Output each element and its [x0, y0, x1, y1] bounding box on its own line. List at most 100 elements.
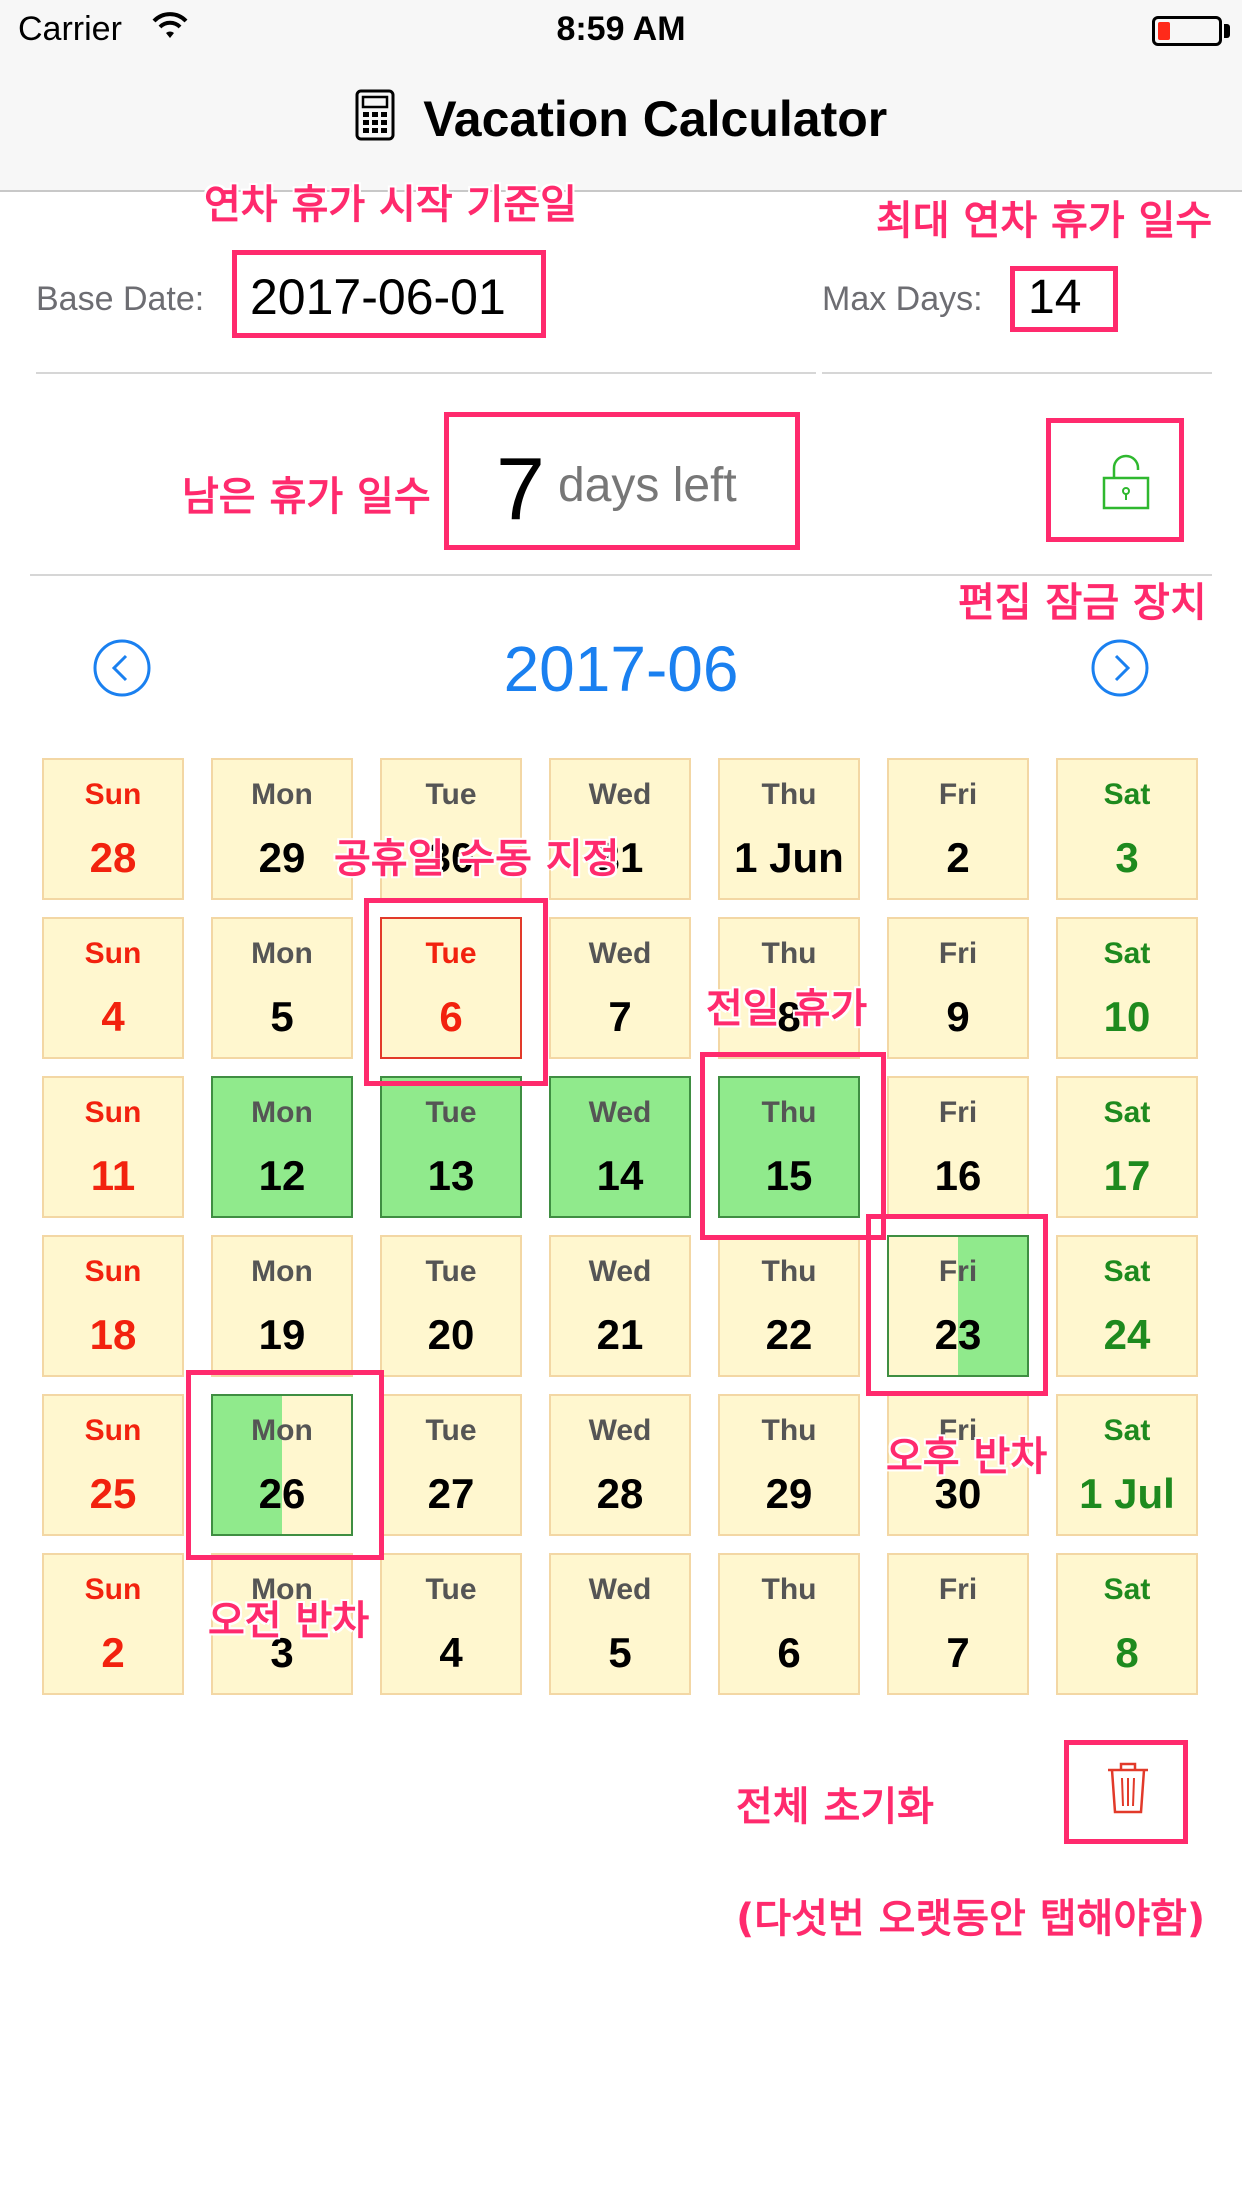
- weekday-label: Wed: [588, 1414, 652, 1447]
- calendar-day-cell[interactable]: Thu 8: [718, 917, 860, 1059]
- day-number: 28: [89, 834, 137, 881]
- day-number: 23: [934, 1311, 982, 1358]
- next-month-icon[interactable]: [1090, 638, 1150, 698]
- day-number: 19: [258, 1311, 306, 1358]
- day-number: 25: [89, 1470, 137, 1517]
- calendar-day-cell[interactable]: Sat 24: [1056, 1235, 1198, 1377]
- calendar-day-cell[interactable]: Fri 16: [887, 1076, 1029, 1218]
- calendar-day-cell[interactable]: Sun 2: [42, 1553, 184, 1695]
- calendar-day-cell[interactable]: Mon 5: [211, 917, 353, 1059]
- annotation-holiday: 공휴일 수동 지정: [334, 836, 620, 882]
- calendar-day-cell[interactable]: Wed 21: [549, 1235, 691, 1377]
- weekday-label: Tue: [425, 1096, 477, 1129]
- calendar-day-cell[interactable]: Fri 7: [887, 1553, 1029, 1695]
- calendar-day-cell[interactable]: Sun 28: [42, 758, 184, 900]
- weekday-label: Mon: [251, 1573, 313, 1606]
- weekday-label: Wed: [588, 937, 652, 970]
- weekday-label: Wed: [588, 1573, 652, 1606]
- calculator-icon: [355, 89, 395, 141]
- calendar-day-cell[interactable]: Sat 8: [1056, 1553, 1198, 1695]
- calendar-day-cell[interactable]: Sun 25: [42, 1394, 184, 1536]
- navigation-bar: Vacation Calculator: [0, 60, 1242, 192]
- calendar-day-cell[interactable]: Fri 23: [887, 1235, 1029, 1377]
- annotation-am-half: 오전 반차: [208, 1598, 370, 1644]
- day-number: 3: [1115, 834, 1139, 881]
- calendar-day-cell[interactable]: Mon 3: [211, 1553, 353, 1695]
- calendar-day-cell[interactable]: Thu 6: [718, 1553, 860, 1695]
- trash-icon[interactable]: [1104, 1760, 1152, 1816]
- weekday-label: Sun: [84, 1414, 142, 1447]
- weekday-label: Mon: [251, 1255, 313, 1288]
- day-number: 4: [101, 993, 125, 1040]
- annotation-reset-hint: (다섯번 오랫동안 탭해야함): [736, 1896, 1206, 1942]
- day-number: 2: [946, 834, 970, 881]
- weekday-label: Mon: [251, 937, 313, 970]
- weekday-label: Thu: [761, 1573, 817, 1606]
- calendar-day-cell[interactable]: Sat 1 Jul: [1056, 1394, 1198, 1536]
- calendar-day-cell[interactable]: Mon 29: [211, 758, 353, 900]
- calendar-day-cell[interactable]: Tue 30: [380, 758, 522, 900]
- base-date-field[interactable]: 2017-06-01: [250, 269, 506, 325]
- calendar-day-cell[interactable]: Thu 1 Jun: [718, 758, 860, 900]
- weekday-label: Sat: [1103, 1414, 1151, 1447]
- calendar-day-cell[interactable]: Sat 10: [1056, 917, 1198, 1059]
- day-number: 1 Jul: [1079, 1470, 1175, 1517]
- calendar-day-cell[interactable]: Sat 17: [1056, 1076, 1198, 1218]
- base-date-underline: [36, 372, 816, 374]
- status-bar: Carrier 8:59 AM: [0, 0, 1242, 60]
- calendar-day-cell[interactable]: Sat 3: [1056, 758, 1198, 900]
- weekday-label: Sun: [84, 778, 142, 811]
- wifi-icon: [152, 12, 188, 38]
- day-number: 5: [270, 993, 294, 1040]
- weekday-label: Thu: [761, 1414, 817, 1447]
- day-number: 6: [439, 993, 463, 1040]
- max-days-field[interactable]: 14: [1028, 271, 1082, 324]
- calendar-day-cell[interactable]: Thu 29: [718, 1394, 860, 1536]
- calendar-day-cell[interactable]: Fri 2: [887, 758, 1029, 900]
- calendar-day-cell[interactable]: Tue 6: [380, 917, 522, 1059]
- calendar-day-cell[interactable]: Sun 18: [42, 1235, 184, 1377]
- calendar-day-cell[interactable]: Mon 12: [211, 1076, 353, 1218]
- calendar-day-cell[interactable]: Tue 4: [380, 1553, 522, 1695]
- remaining-days-text: days left: [558, 459, 737, 512]
- weekday-label: Fri: [938, 1414, 978, 1447]
- calendar-day-cell[interactable]: Sun 11: [42, 1076, 184, 1218]
- calendar-day-cell[interactable]: Tue 27: [380, 1394, 522, 1536]
- calendar-day-cell[interactable]: Thu 22: [718, 1235, 860, 1377]
- day-number: 8: [777, 993, 801, 1040]
- calendar-day-cell[interactable]: Wed 5: [549, 1553, 691, 1695]
- day-number: 16: [934, 1152, 982, 1199]
- calendar-day-cell[interactable]: Mon 19: [211, 1235, 353, 1377]
- day-number: 20: [427, 1311, 475, 1358]
- day-number: 2: [101, 1629, 125, 1676]
- weekday-label: Thu: [761, 1096, 817, 1129]
- weekday-label: Mon: [251, 778, 313, 811]
- day-number: 31: [596, 834, 644, 881]
- calendar-day-cell[interactable]: Tue 20: [380, 1235, 522, 1377]
- calendar-day-cell[interactable]: Wed 14: [549, 1076, 691, 1218]
- calendar-day-cell[interactable]: Fri 9: [887, 917, 1029, 1059]
- calendar-day-cell[interactable]: Wed 7: [549, 917, 691, 1059]
- weekday-label: Thu: [761, 1255, 817, 1288]
- calendar-day-cell[interactable]: Thu 15: [718, 1076, 860, 1218]
- highlight-reset: [1064, 1740, 1188, 1844]
- calendar-day-cell[interactable]: Sun 4: [42, 917, 184, 1059]
- calendar-day-cell[interactable]: Fri 30: [887, 1394, 1029, 1536]
- highlight-base-date: [232, 250, 546, 338]
- prev-month-icon[interactable]: [92, 638, 152, 698]
- weekday-label: Sun: [84, 1255, 142, 1288]
- calendar-day-cell[interactable]: Wed 31: [549, 758, 691, 900]
- day-number: 13: [427, 1152, 475, 1199]
- calendar-day-cell[interactable]: Tue 13: [380, 1076, 522, 1218]
- weekday-label: Mon: [251, 1096, 313, 1129]
- battery-icon: [1152, 16, 1222, 46]
- weekday-label: Sat: [1103, 1573, 1151, 1606]
- day-number: 29: [765, 1470, 813, 1517]
- calendar-day-cell[interactable]: Mon 26: [211, 1394, 353, 1536]
- day-number: 29: [258, 834, 306, 881]
- weekday-label: Wed: [588, 778, 652, 811]
- unlock-icon[interactable]: [1102, 454, 1150, 510]
- day-number: 3: [270, 1629, 294, 1676]
- base-date-label: Base Date:: [36, 280, 205, 318]
- calendar-day-cell[interactable]: Wed 28: [549, 1394, 691, 1536]
